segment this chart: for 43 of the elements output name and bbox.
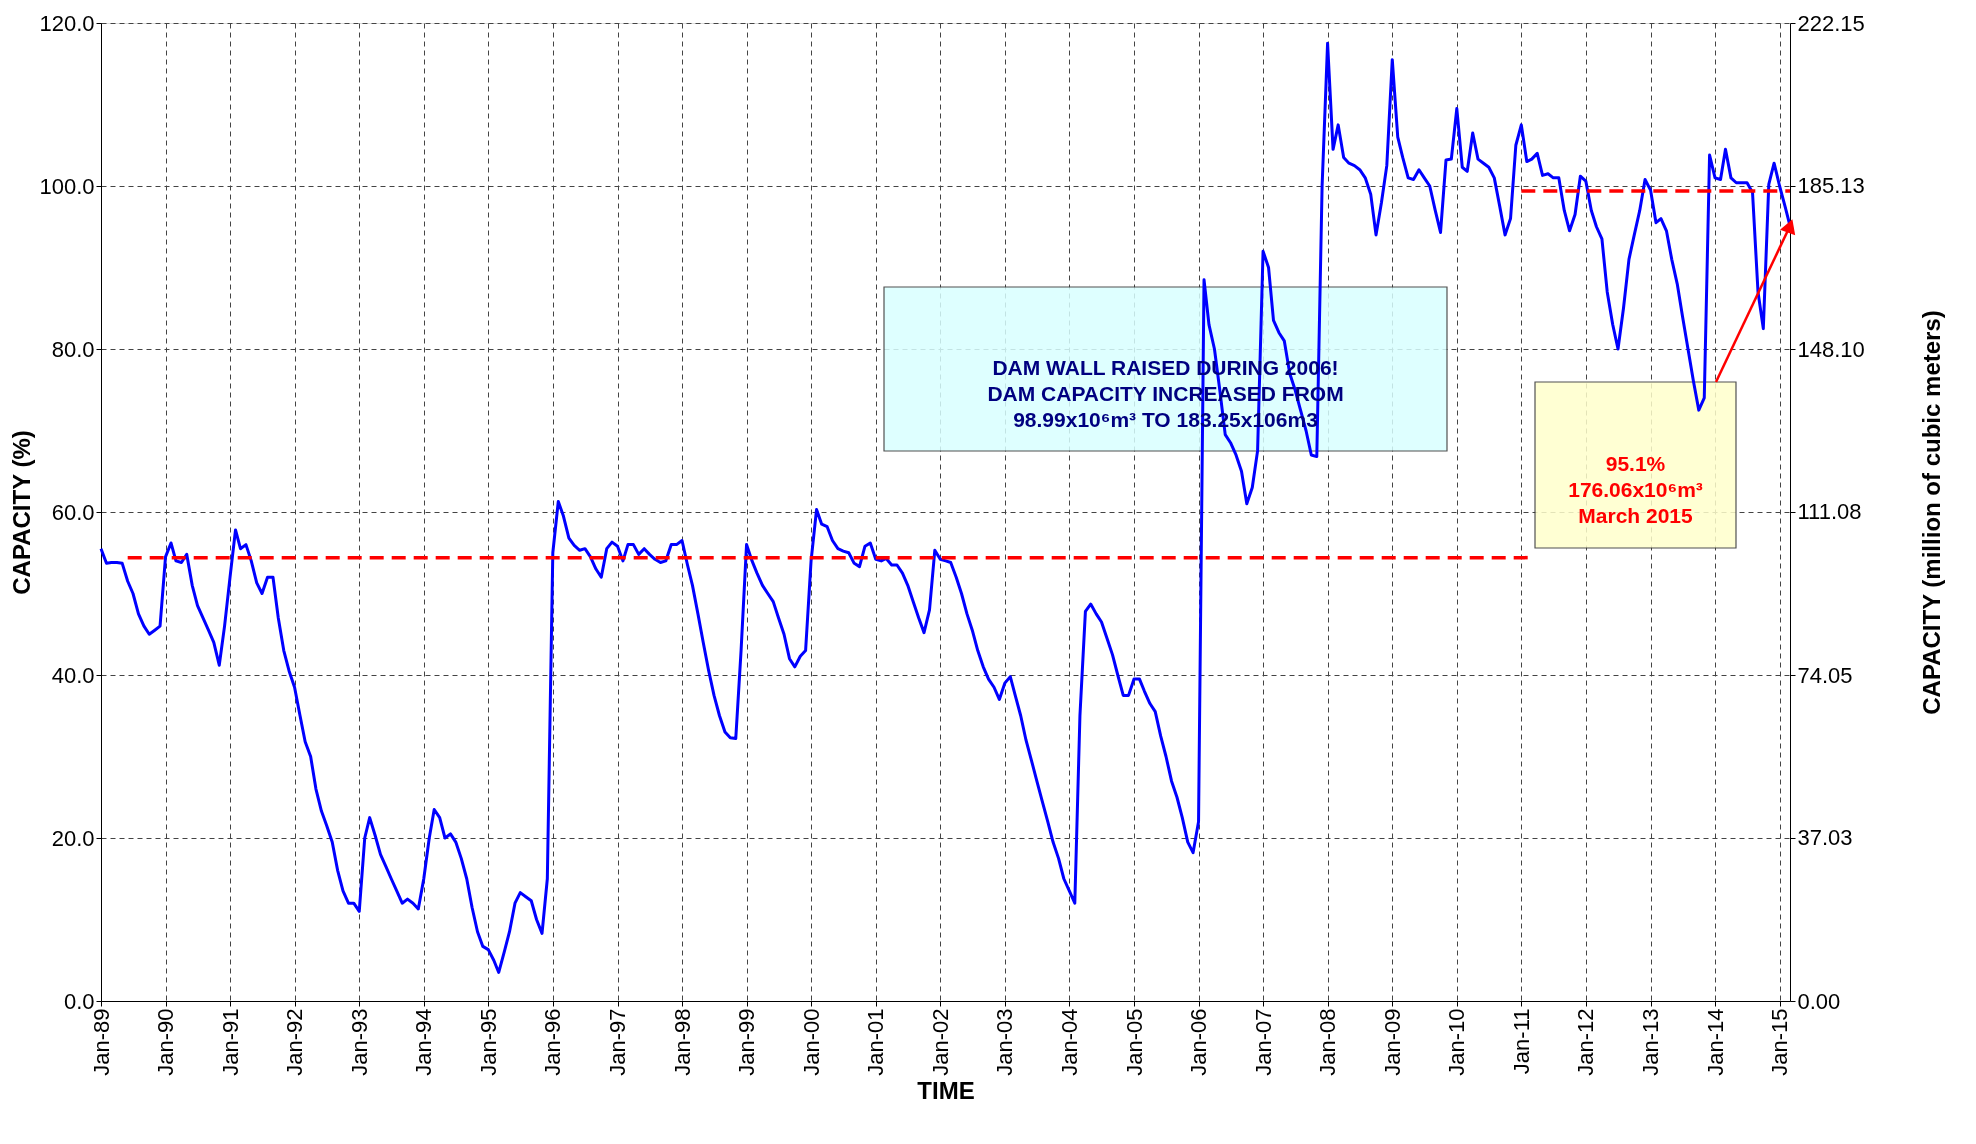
y2-tick-label: 185.13 [1797, 173, 1865, 199]
x-tick-label: Jan-12 [1573, 1008, 1599, 1076]
x-tick-label: Jan-96 [540, 1008, 566, 1076]
x-tick-label: Jan-02 [927, 1008, 953, 1076]
y-tick-label: 60.0 [51, 499, 95, 525]
x-tick-label: Jan-00 [798, 1008, 824, 1076]
y-axis-title: CAPACITY (%) [8, 430, 36, 595]
x-tick-label: Jan-08 [1315, 1008, 1341, 1076]
x-tick-label: Jan-94 [411, 1008, 437, 1076]
y2-tick-label: 111.08 [1797, 499, 1862, 525]
y2-tick-label: 37.03 [1797, 825, 1853, 851]
y-tick-label: 80.0 [51, 336, 95, 362]
x-tick-label: Jan-92 [282, 1008, 308, 1076]
x-tick-label: Jan-04 [1056, 1008, 1082, 1076]
annotation: 95.1% 176.06x10⁶m³ March 2015 [1568, 452, 1703, 527]
y-tick-label: 100.0 [39, 173, 95, 199]
x-tick-label: Jan-14 [1702, 1008, 1728, 1076]
x-tick-label: Jan-95 [475, 1008, 501, 1076]
y-tick-label: 20.0 [51, 825, 95, 851]
y2-tick-label: 0.00 [1797, 988, 1841, 1014]
x-tick-label: Jan-01 [863, 1008, 889, 1076]
y2-tick-label: 222.15 [1797, 10, 1865, 36]
x-axis-title: TIME [917, 1076, 975, 1104]
x-tick-label: Jan-10 [1444, 1008, 1470, 1076]
x-tick-label: Jan-06 [1186, 1008, 1212, 1076]
y2-tick-label: 74.05 [1797, 662, 1853, 688]
y2-tick-label: 148.10 [1797, 336, 1865, 362]
y-tick-label: 40.0 [51, 662, 95, 688]
x-tick-label: Jan-98 [669, 1008, 695, 1076]
x-tick-label: Jan-03 [992, 1008, 1018, 1076]
x-tick-label: Jan-05 [1121, 1008, 1147, 1076]
x-tick-label: Jan-11 [1508, 1008, 1534, 1075]
x-tick-label: Jan-13 [1638, 1008, 1664, 1076]
x-tick-label: Jan-07 [1250, 1008, 1276, 1076]
x-tick-label: Jan-99 [734, 1008, 760, 1076]
x-tick-label: Jan-90 [153, 1008, 179, 1076]
y-tick-label: 120.0 [39, 10, 95, 36]
y2-axis-title: CAPACITY (million of cubic meters) [1917, 310, 1945, 715]
x-tick-label: Jan-97 [605, 1008, 631, 1076]
x-tick-label: Jan-91 [217, 1008, 243, 1076]
x-tick-label: Jan-09 [1379, 1008, 1405, 1076]
x-tick-label: Jan-93 [346, 1008, 372, 1076]
x-tick-label: Jan-15 [1767, 1008, 1793, 1076]
